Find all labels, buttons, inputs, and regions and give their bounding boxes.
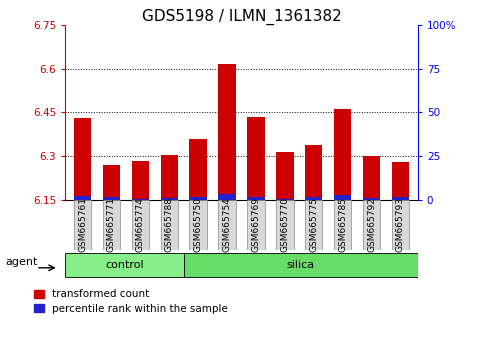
FancyBboxPatch shape — [132, 200, 149, 250]
Text: GSM665771: GSM665771 — [107, 197, 116, 252]
Bar — [132, 161, 149, 200]
FancyBboxPatch shape — [160, 200, 178, 250]
FancyBboxPatch shape — [218, 200, 236, 250]
Bar — [334, 195, 351, 200]
Bar — [103, 197, 120, 200]
Text: GSM665770: GSM665770 — [280, 197, 289, 252]
FancyBboxPatch shape — [247, 200, 265, 250]
Bar — [276, 152, 294, 200]
Text: GSM665769: GSM665769 — [252, 197, 260, 252]
Bar — [160, 198, 178, 200]
Bar — [247, 196, 265, 200]
Title: GDS5198 / ILMN_1361382: GDS5198 / ILMN_1361382 — [142, 8, 341, 25]
FancyBboxPatch shape — [334, 200, 351, 250]
Bar — [74, 196, 91, 200]
Bar — [218, 64, 236, 200]
Text: GSM665750: GSM665750 — [194, 197, 203, 252]
FancyBboxPatch shape — [65, 253, 184, 276]
Legend: transformed count, percentile rank within the sample: transformed count, percentile rank withi… — [33, 289, 229, 315]
FancyBboxPatch shape — [305, 200, 323, 250]
Text: silica: silica — [287, 259, 315, 270]
FancyBboxPatch shape — [184, 253, 418, 276]
Bar — [132, 199, 149, 200]
Text: GSM665774: GSM665774 — [136, 197, 145, 252]
Bar — [363, 156, 380, 200]
Text: GSM665785: GSM665785 — [338, 197, 347, 252]
Bar — [334, 109, 351, 200]
FancyBboxPatch shape — [74, 200, 91, 250]
Bar — [218, 194, 236, 200]
Bar — [392, 197, 409, 200]
Text: GSM665754: GSM665754 — [223, 197, 231, 252]
Bar — [305, 196, 323, 200]
Bar — [189, 139, 207, 200]
Bar — [103, 165, 120, 200]
Bar — [363, 198, 380, 200]
Bar — [74, 118, 91, 200]
Bar — [189, 196, 207, 200]
FancyBboxPatch shape — [392, 200, 409, 250]
FancyBboxPatch shape — [189, 200, 207, 250]
Bar — [160, 155, 178, 200]
FancyBboxPatch shape — [363, 200, 380, 250]
Bar — [392, 162, 409, 200]
Bar — [276, 199, 294, 200]
FancyBboxPatch shape — [276, 200, 294, 250]
Bar — [247, 117, 265, 200]
FancyBboxPatch shape — [103, 200, 120, 250]
Text: GSM665788: GSM665788 — [165, 197, 174, 252]
Text: agent: agent — [5, 257, 38, 268]
Text: GSM665792: GSM665792 — [367, 197, 376, 252]
Text: control: control — [105, 259, 144, 270]
Bar — [305, 144, 323, 200]
Text: GSM665793: GSM665793 — [396, 197, 405, 252]
Text: GSM665761: GSM665761 — [78, 197, 87, 252]
Text: GSM665775: GSM665775 — [309, 197, 318, 252]
